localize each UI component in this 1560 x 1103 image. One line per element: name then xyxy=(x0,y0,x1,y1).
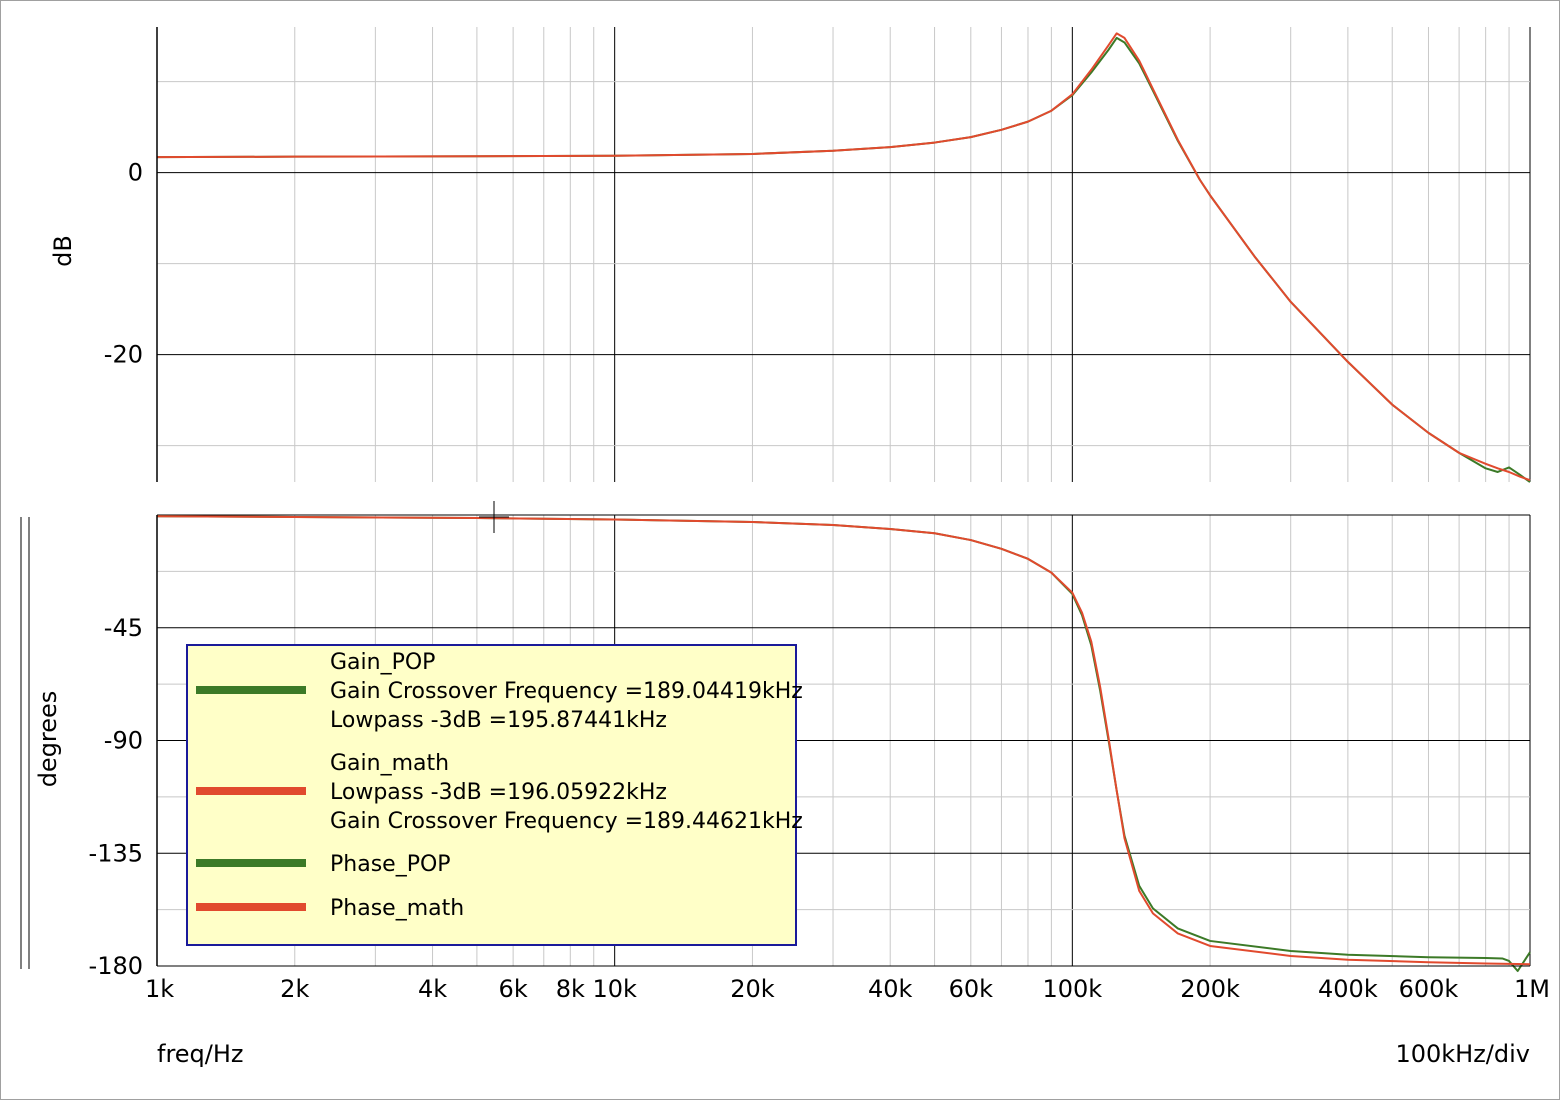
legend-entry-text: Lowpass -3dB =196.05922kHz xyxy=(330,780,667,805)
legend-entry-text: Gain_math xyxy=(330,751,449,776)
x-tick-label: 600k xyxy=(1399,975,1459,1003)
y-tick-label: -135 xyxy=(89,839,143,867)
legend-entry-text: Gain_POP xyxy=(330,650,435,675)
phase-y-axis-label: degrees xyxy=(34,691,62,788)
x-tick-label: 60k xyxy=(949,975,994,1003)
legend-entry-text: Phase_POP xyxy=(330,852,451,877)
x-tick-label: 200k xyxy=(1180,975,1240,1003)
legend: Gain_POP Gain Crossover Frequency =189.04… xyxy=(186,644,803,946)
y-tick-label: -45 xyxy=(104,614,143,642)
x-tick-label: 6k xyxy=(499,975,528,1003)
y-tick-label: -180 xyxy=(89,952,143,980)
x-tick-label: 40k xyxy=(868,975,913,1003)
x-tick-label: 1M xyxy=(1514,975,1550,1003)
y-tick-label: -90 xyxy=(104,727,143,755)
x-tick-label: 20k xyxy=(730,975,775,1003)
gain-y-axis-label: dB xyxy=(49,235,77,267)
x-tick-label: 2k xyxy=(280,975,309,1003)
legend-entry-text: Lowpass -3dB =195.87441kHz xyxy=(330,708,667,733)
x-tick-label: 1k xyxy=(145,975,174,1003)
y-tick-label: 0 xyxy=(128,159,143,187)
x-tick-label: 400k xyxy=(1318,975,1378,1003)
legend-entry-text: Gain Crossover Frequency =189.04419kHz xyxy=(330,679,803,704)
legend-entry-text: Phase_math xyxy=(330,896,464,921)
x-tick-label: 4k xyxy=(418,975,447,1003)
x-tick-label: 100k xyxy=(1042,975,1102,1003)
series-line-Phase_math xyxy=(156,515,1531,966)
series-layer xyxy=(156,32,1531,973)
legend-entry-text: Gain Crossover Frequency =189.44621kHz xyxy=(330,809,803,834)
x-tick-label: 10k xyxy=(592,975,637,1003)
x-tick-label: 8k xyxy=(556,975,585,1003)
x-axis-label: freq/Hz xyxy=(157,1040,244,1068)
series-line-Gain_math xyxy=(156,32,1531,482)
series-line-Gain_POP xyxy=(156,36,1531,483)
x-division-note: 100kHz/div xyxy=(1395,1040,1530,1068)
y-tick-label: -20 xyxy=(104,341,143,369)
